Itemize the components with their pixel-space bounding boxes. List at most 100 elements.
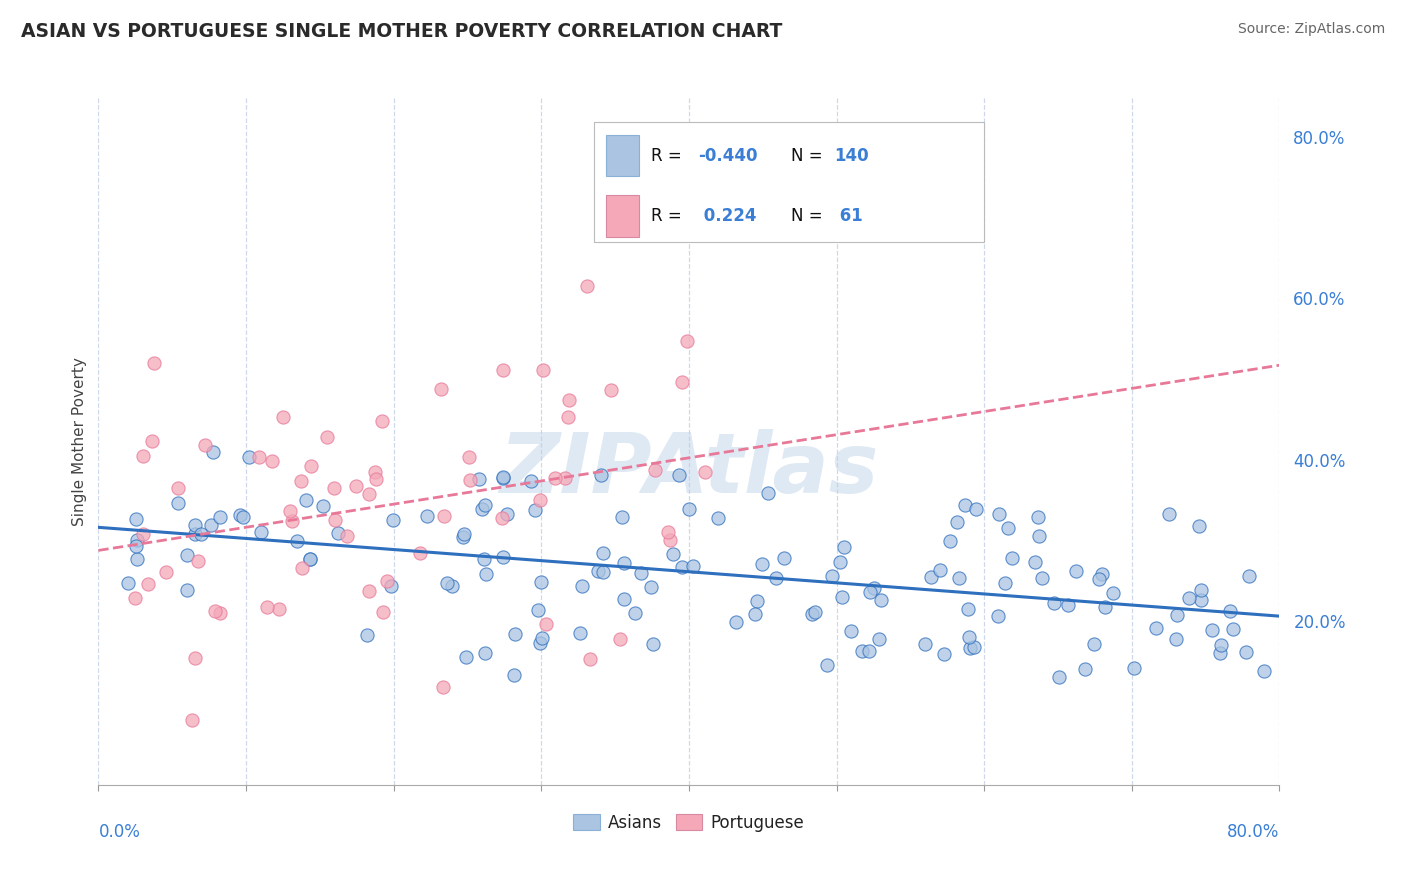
Point <box>281 514 304 528</box>
Point <box>1166 608 1188 623</box>
Y-axis label: Single Mother Poverty: Single Mother Poverty <box>72 357 87 526</box>
Point <box>858 644 880 658</box>
Point <box>416 509 439 524</box>
Point <box>363 465 385 479</box>
Point <box>167 496 190 510</box>
Point <box>117 576 139 591</box>
Point <box>571 578 593 592</box>
FancyBboxPatch shape <box>606 136 640 177</box>
Point <box>773 550 796 565</box>
Point <box>290 474 312 488</box>
Point <box>682 558 704 573</box>
Point <box>299 551 322 566</box>
Point <box>988 507 1011 521</box>
Point <box>322 481 344 495</box>
Point <box>657 524 679 539</box>
Point <box>291 560 314 574</box>
Point <box>124 591 146 606</box>
Point <box>186 554 208 568</box>
Point <box>520 475 543 489</box>
Point <box>180 714 202 728</box>
Point <box>1222 622 1244 636</box>
Text: R =: R = <box>651 207 688 225</box>
Point <box>491 510 513 524</box>
Point <box>668 467 690 482</box>
Point <box>312 499 335 513</box>
Point <box>299 551 322 566</box>
Point <box>707 510 730 524</box>
Point <box>491 471 513 485</box>
Text: 80.0%: 80.0% <box>1227 822 1279 841</box>
Point <box>610 509 633 524</box>
Point <box>643 637 665 651</box>
Point <box>965 502 987 516</box>
Point <box>815 657 838 672</box>
Point <box>184 650 207 665</box>
Point <box>1031 571 1053 585</box>
Point <box>492 549 515 564</box>
Point <box>1201 623 1223 637</box>
Point <box>440 579 463 593</box>
Text: 60.0%: 60.0% <box>1294 291 1346 310</box>
Point <box>125 511 148 525</box>
Point <box>1144 621 1167 635</box>
Point <box>724 615 747 629</box>
Point <box>503 668 526 682</box>
Point <box>155 565 177 579</box>
Point <box>765 571 787 585</box>
Point <box>190 526 212 541</box>
Point <box>1091 567 1114 582</box>
Point <box>409 546 432 560</box>
Point <box>661 547 683 561</box>
Point <box>839 624 862 639</box>
Point <box>956 602 979 616</box>
Point <box>658 533 681 547</box>
Point <box>644 463 666 477</box>
Point <box>987 609 1010 624</box>
Point <box>868 632 890 646</box>
Point <box>554 471 576 485</box>
Point <box>828 555 851 569</box>
Point <box>370 414 392 428</box>
Point <box>357 487 380 501</box>
Point <box>125 533 148 547</box>
Point <box>591 468 613 483</box>
Point <box>997 521 1019 535</box>
Point <box>492 363 515 377</box>
Point <box>600 383 623 397</box>
Point <box>136 577 159 591</box>
Point <box>1064 564 1087 578</box>
Point <box>530 631 553 645</box>
Point <box>1026 509 1049 524</box>
Point <box>375 574 398 588</box>
Point <box>1056 598 1078 612</box>
Text: Source: ZipAtlas.com: Source: ZipAtlas.com <box>1237 22 1385 37</box>
Point <box>751 558 773 572</box>
Point <box>831 590 853 604</box>
Point <box>1047 670 1070 684</box>
Point <box>959 630 981 644</box>
Point <box>1237 569 1260 583</box>
Point <box>946 515 969 529</box>
Point <box>125 539 148 553</box>
Text: R =: R = <box>651 147 688 165</box>
Point <box>671 375 693 389</box>
Point <box>534 616 557 631</box>
Point <box>1209 638 1232 652</box>
Point <box>299 458 322 473</box>
Point <box>285 533 308 548</box>
Point <box>929 563 952 577</box>
Point <box>579 651 602 665</box>
Point <box>557 409 579 424</box>
Point <box>851 644 873 658</box>
Point <box>184 527 207 541</box>
Point <box>433 508 456 523</box>
Point <box>1234 645 1257 659</box>
Point <box>336 529 359 543</box>
Point <box>229 508 252 522</box>
Point <box>1094 600 1116 615</box>
Point <box>429 382 451 396</box>
Point <box>609 632 631 647</box>
FancyBboxPatch shape <box>606 195 640 236</box>
Point <box>630 566 652 581</box>
